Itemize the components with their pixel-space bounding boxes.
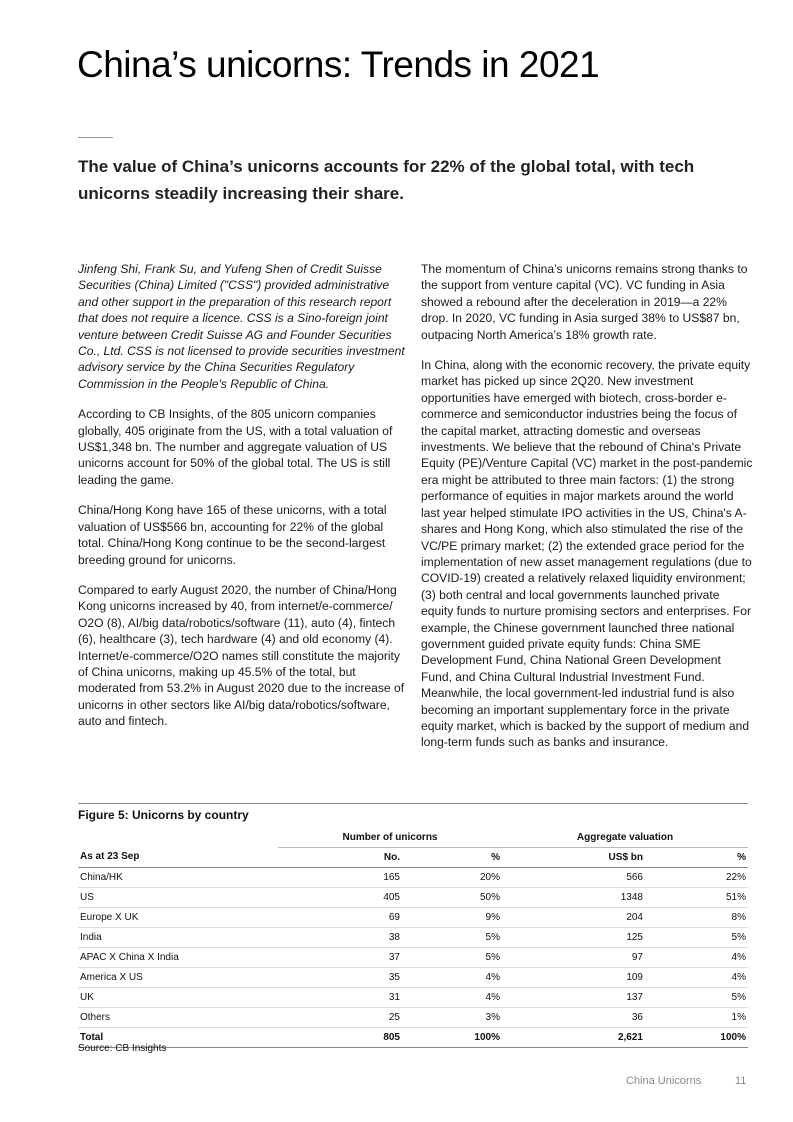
cell: China/HK: [78, 867, 278, 888]
disclaimer-paragraph: Jinfeng Shi, Frank Su, and Yufeng Shen o…: [78, 262, 405, 391]
cell: 69: [278, 907, 402, 928]
cell: India: [78, 927, 278, 948]
cell: 1348: [502, 887, 645, 908]
subtitle: The value of China’s unicorns accounts f…: [78, 157, 695, 203]
cell: 4%: [645, 947, 748, 968]
cell: 37: [278, 947, 402, 968]
cell: 100%: [645, 1027, 748, 1048]
cell: UK: [78, 987, 278, 1008]
paragraph: China/Hong Kong have 165 of these unicor…: [78, 503, 387, 567]
cell: 35: [278, 967, 402, 988]
unicorns-table: Number of unicorns Aggregate valuation A…: [78, 828, 748, 1048]
cell: 109: [502, 967, 645, 988]
divider: [78, 137, 113, 138]
right-column: The momentum of China’s unicorns remains…: [421, 261, 753, 765]
paragraph: Compared to early August 2020, the numbe…: [78, 582, 405, 729]
left-column: Jinfeng Shi, Frank Su, and Yufeng Shen o…: [78, 261, 410, 744]
cell: 204: [502, 907, 645, 928]
cell: 36: [502, 1007, 645, 1028]
cell: 38: [278, 927, 402, 948]
column-header: %: [402, 847, 502, 868]
cell: 5%: [402, 927, 502, 948]
cell: 165: [278, 867, 402, 888]
column-header: US$ bn: [502, 847, 645, 868]
cell: 51%: [645, 887, 748, 908]
cell: 8%: [645, 907, 748, 928]
cell: 4%: [402, 987, 502, 1008]
table-row: US 405 50% 1348 51%: [78, 887, 748, 908]
table-row: UK 31 4% 137 5%: [78, 987, 748, 1008]
table-row: APAC X China X India 37 5% 97 4%: [78, 947, 748, 968]
cell: 5%: [645, 927, 748, 948]
cell: 100%: [402, 1027, 502, 1048]
source-note: Source: CB Insights: [78, 1043, 167, 1054]
table-row: China/HK 165 20% 566 22%: [78, 867, 748, 888]
cell: Total: [78, 1027, 278, 1048]
footer-label: China Unicorns: [626, 1075, 702, 1087]
column-header: %: [645, 847, 748, 868]
group-header-number: Number of unicorns: [278, 828, 502, 848]
cell: US: [78, 887, 278, 908]
table-row: India 38 5% 125 5%: [78, 927, 748, 948]
paragraph: In China, along with the economic recove…: [421, 358, 753, 750]
figure-title: Figure 5: Unicorns by country: [78, 808, 249, 822]
cell: 566: [502, 867, 645, 888]
cell: 22%: [645, 867, 748, 888]
cell: 137: [502, 987, 645, 1008]
cell: 31: [278, 987, 402, 1008]
column-header: No.: [278, 847, 402, 868]
cell: America X US: [78, 967, 278, 988]
column-header: As at 23 Sep: [78, 847, 278, 868]
cell: 5%: [402, 947, 502, 968]
table-row: Others 25 3% 36 1%: [78, 1007, 748, 1028]
cell: 4%: [402, 967, 502, 988]
table-header-row: As at 23 Sep No. % US$ bn %: [78, 847, 748, 868]
cell: Europe X UK: [78, 907, 278, 928]
cell: 50%: [402, 887, 502, 908]
cell: 125: [502, 927, 645, 948]
cell: APAC X China X India: [78, 947, 278, 968]
table-top-rule: [78, 803, 748, 804]
page-title: China’s unicorns: Trends in 2021: [77, 44, 600, 85]
group-header-valuation: Aggregate valuation: [502, 828, 748, 848]
cell: Others: [78, 1007, 278, 1028]
cell: 97: [502, 947, 645, 968]
cell: 3%: [402, 1007, 502, 1028]
table-row: America X US 35 4% 109 4%: [78, 967, 748, 988]
cell: 405: [278, 887, 402, 908]
cell: 20%: [402, 867, 502, 888]
page-number: 11: [735, 1075, 747, 1087]
cell: 805: [278, 1027, 402, 1048]
table-row: Europe X UK 69 9% 204 8%: [78, 907, 748, 928]
cell: 1%: [645, 1007, 748, 1028]
cell: 9%: [402, 907, 502, 928]
cell: 4%: [645, 967, 748, 988]
paragraph: The momentum of China’s unicorns remains…: [421, 262, 748, 342]
cell: 2,621: [502, 1027, 645, 1048]
cell: 25: [278, 1007, 402, 1028]
paragraph: According to CB Insights, of the 805 uni…: [78, 407, 393, 487]
table-total-row: Total 805 100% 2,621 100%: [78, 1027, 748, 1048]
cell: 5%: [645, 987, 748, 1008]
